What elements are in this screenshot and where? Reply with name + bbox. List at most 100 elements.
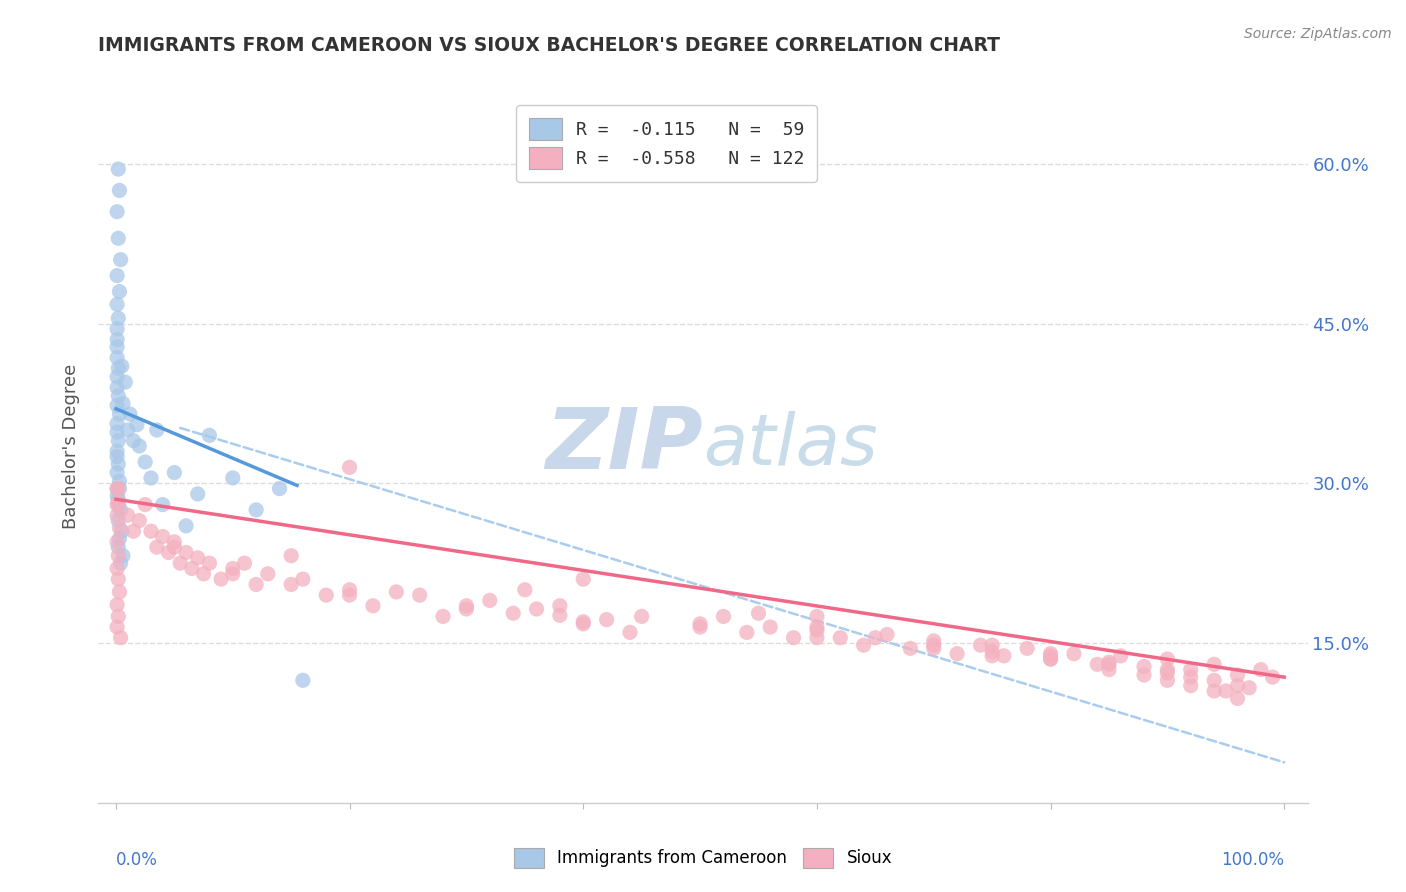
Point [105, 204, 128, 219]
Point [759, 620, 782, 634]
Point [339, 460, 361, 475]
Point [256, 566, 278, 581]
Point [107, 572, 129, 586]
Point [107, 498, 129, 512]
Point [806, 609, 828, 624]
Point [107, 482, 129, 496]
Point [1237, 681, 1260, 695]
Point [111, 524, 134, 539]
Point [922, 634, 945, 648]
Point [291, 673, 314, 688]
Text: ZIP: ZIP [546, 404, 703, 488]
Text: 0.0%: 0.0% [115, 851, 157, 869]
Point [1156, 665, 1178, 680]
Point [1085, 657, 1108, 672]
Point [105, 369, 128, 384]
Point [107, 311, 129, 326]
Point [105, 482, 128, 496]
Point [110, 503, 132, 517]
Point [1226, 691, 1249, 706]
Point [1133, 659, 1156, 673]
Point [108, 285, 131, 299]
Point [134, 455, 156, 469]
Point [108, 407, 131, 421]
Point [993, 648, 1015, 663]
Point [280, 577, 302, 591]
Point [572, 572, 595, 586]
Point [180, 561, 202, 575]
Point [111, 396, 134, 410]
Point [1156, 663, 1178, 677]
Point [630, 609, 652, 624]
Point [146, 540, 169, 554]
Point [572, 616, 595, 631]
Point [107, 492, 129, 507]
Point [108, 521, 131, 535]
Point [1133, 668, 1156, 682]
Point [361, 599, 384, 613]
Point [117, 423, 139, 437]
Point [122, 434, 145, 448]
Point [105, 508, 128, 523]
Point [233, 556, 256, 570]
Point [117, 508, 139, 523]
Point [747, 606, 769, 620]
Point [105, 466, 128, 480]
Point [689, 616, 711, 631]
Point [139, 471, 162, 485]
Point [1098, 655, 1121, 669]
Point [1109, 648, 1132, 663]
Point [806, 624, 828, 638]
Point [198, 428, 221, 442]
Point [1250, 663, 1272, 677]
Point [222, 561, 245, 575]
Point [513, 582, 536, 597]
Point [163, 540, 186, 554]
Point [105, 534, 128, 549]
Point [174, 545, 197, 559]
Point [193, 566, 215, 581]
Point [946, 647, 969, 661]
Legend: Immigrants from Cameroon, Sioux: Immigrants from Cameroon, Sioux [508, 841, 898, 875]
Point [806, 631, 828, 645]
Point [105, 333, 128, 347]
Point [107, 389, 129, 403]
Point [269, 482, 291, 496]
Point [107, 361, 129, 376]
Point [105, 380, 128, 394]
Point [107, 162, 129, 177]
Point [922, 641, 945, 656]
Point [174, 519, 197, 533]
Point [1180, 663, 1202, 677]
Point [163, 534, 186, 549]
Point [1226, 679, 1249, 693]
Y-axis label: Bachelor's Degree: Bachelor's Degree [62, 363, 80, 529]
Point [735, 625, 758, 640]
Point [713, 609, 735, 624]
Point [107, 549, 129, 563]
Point [105, 322, 128, 336]
Point [1063, 647, 1085, 661]
Point [122, 524, 145, 539]
Point [111, 549, 134, 563]
Point [157, 545, 180, 559]
Point [107, 434, 129, 448]
Point [1204, 673, 1226, 688]
Point [291, 572, 314, 586]
Point [922, 638, 945, 652]
Point [456, 599, 478, 613]
Point [526, 602, 548, 616]
Point [105, 561, 128, 575]
Point [107, 457, 129, 471]
Legend: R =  -0.115   N =  59, R =  -0.558   N = 122: R = -0.115 N = 59, R = -0.558 N = 122 [516, 105, 817, 182]
Point [108, 183, 131, 197]
Point [548, 608, 571, 623]
Point [169, 556, 191, 570]
Point [152, 529, 174, 543]
Point [502, 606, 524, 620]
Point [118, 407, 141, 421]
Point [1039, 652, 1062, 666]
Point [280, 549, 302, 563]
Point [981, 644, 1004, 658]
Point [108, 482, 131, 496]
